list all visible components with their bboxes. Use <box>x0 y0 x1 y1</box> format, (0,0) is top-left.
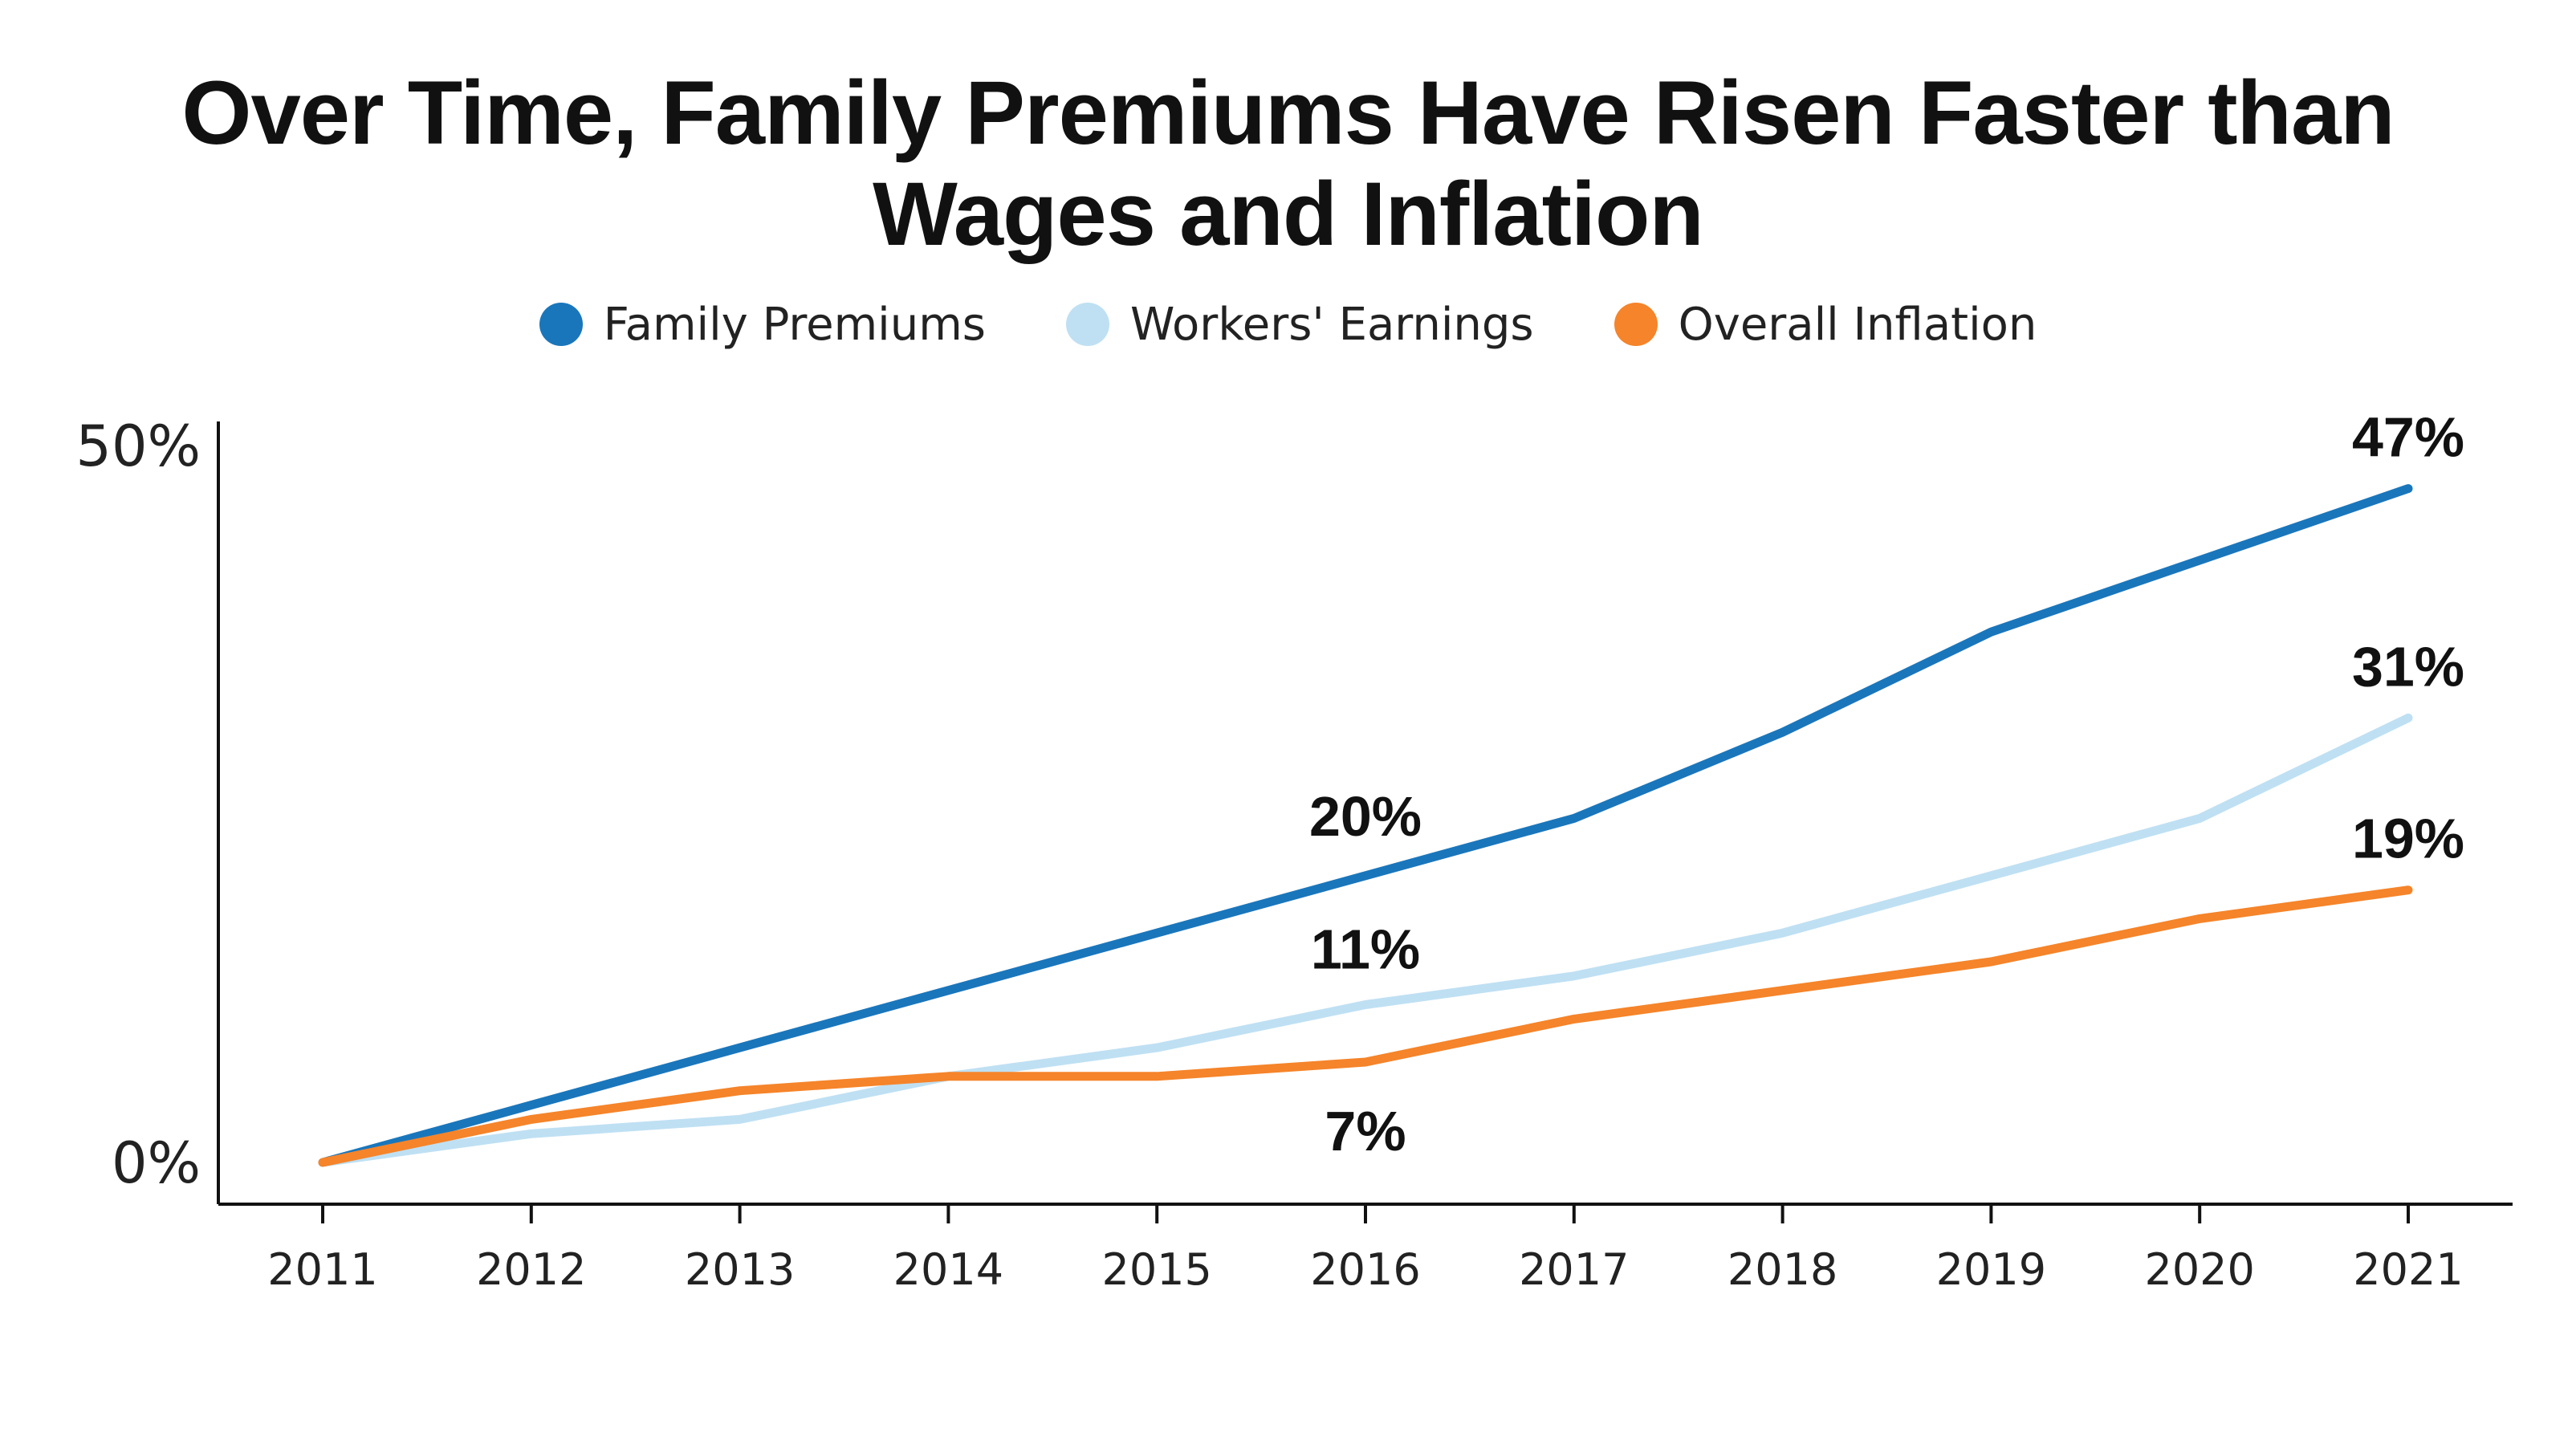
x-tick-label-2016: 2016 <box>1310 1244 1420 1295</box>
chart-data-labels: 47% 31% 19% 20% 11% 7% <box>1309 406 2464 1162</box>
legend-label-workers-earnings: Workers' Earnings <box>1129 298 1534 351</box>
x-tick-label-2021: 2021 <box>2353 1244 2463 1295</box>
legend-item-family-premiums: Family Premiums <box>539 299 986 351</box>
legend-item-overall-inflation: Overall Inflation <box>1614 299 2037 351</box>
x-tick-label-2015: 2015 <box>1101 1244 1211 1295</box>
chart-legend: Family Premiums Workers' Earnings Overal… <box>0 292 2576 356</box>
x-tick-label-2013: 2013 <box>685 1244 795 1295</box>
data-label-overall-inflation-2016: 7% <box>1325 1100 1406 1162</box>
legend-dot-family-premiums-icon <box>539 303 583 346</box>
x-tick-label-2012: 2012 <box>476 1244 586 1295</box>
x-tick-label-2017: 2017 <box>1519 1244 1629 1295</box>
x-tick-label-2018: 2018 <box>1728 1244 1837 1295</box>
x-tick-label-2020: 2020 <box>2144 1244 2254 1295</box>
x-tick-label-2019: 2019 <box>1936 1244 2046 1295</box>
data-label-workers-earnings-2021: 31% <box>2352 635 2464 698</box>
chart-title-line-2: Wages and Inflation <box>873 164 1704 264</box>
legend-dot-overall-inflation-icon <box>1614 303 1658 346</box>
data-label-overall-inflation-2021: 19% <box>2352 808 2464 870</box>
chart-axes: 2011 2012 2013 2014 2015 2016 2017 2018 2019 2020… <box>75 413 2513 1295</box>
legend-item-workers-earnings: Workers' Earnings <box>1065 298 1534 351</box>
legend-dot-workers-earnings-icon <box>1065 303 1109 346</box>
y-tick-label-0: 0% <box>112 1130 201 1196</box>
series-line-workers-earnings <box>318 713 2413 1167</box>
data-label-workers-earnings-2016: 11% <box>1311 918 1420 981</box>
legend-label-overall-inflation: Overall Inflation <box>1678 298 2037 351</box>
series-line-overall-inflation <box>318 885 2413 1167</box>
x-tick-label-2014: 2014 <box>893 1244 1003 1295</box>
data-label-family-premiums-2016: 20% <box>1309 785 1422 848</box>
x-tick-label-2011: 2011 <box>267 1244 377 1295</box>
chart-title-line-1: Over Time, Family Premiums Have Risen Fa… <box>181 63 2395 163</box>
series-line-family-premiums <box>318 484 2413 1167</box>
data-label-family-premiums-2021: 47% <box>2352 406 2464 469</box>
chart-title: Over Time, Family Premiums Have Risen Fa… <box>0 63 2576 265</box>
legend-label-family-premiums: Family Premiums <box>603 298 986 351</box>
chart-series-lines <box>318 484 2413 1167</box>
y-tick-label-50: 50% <box>75 413 201 479</box>
